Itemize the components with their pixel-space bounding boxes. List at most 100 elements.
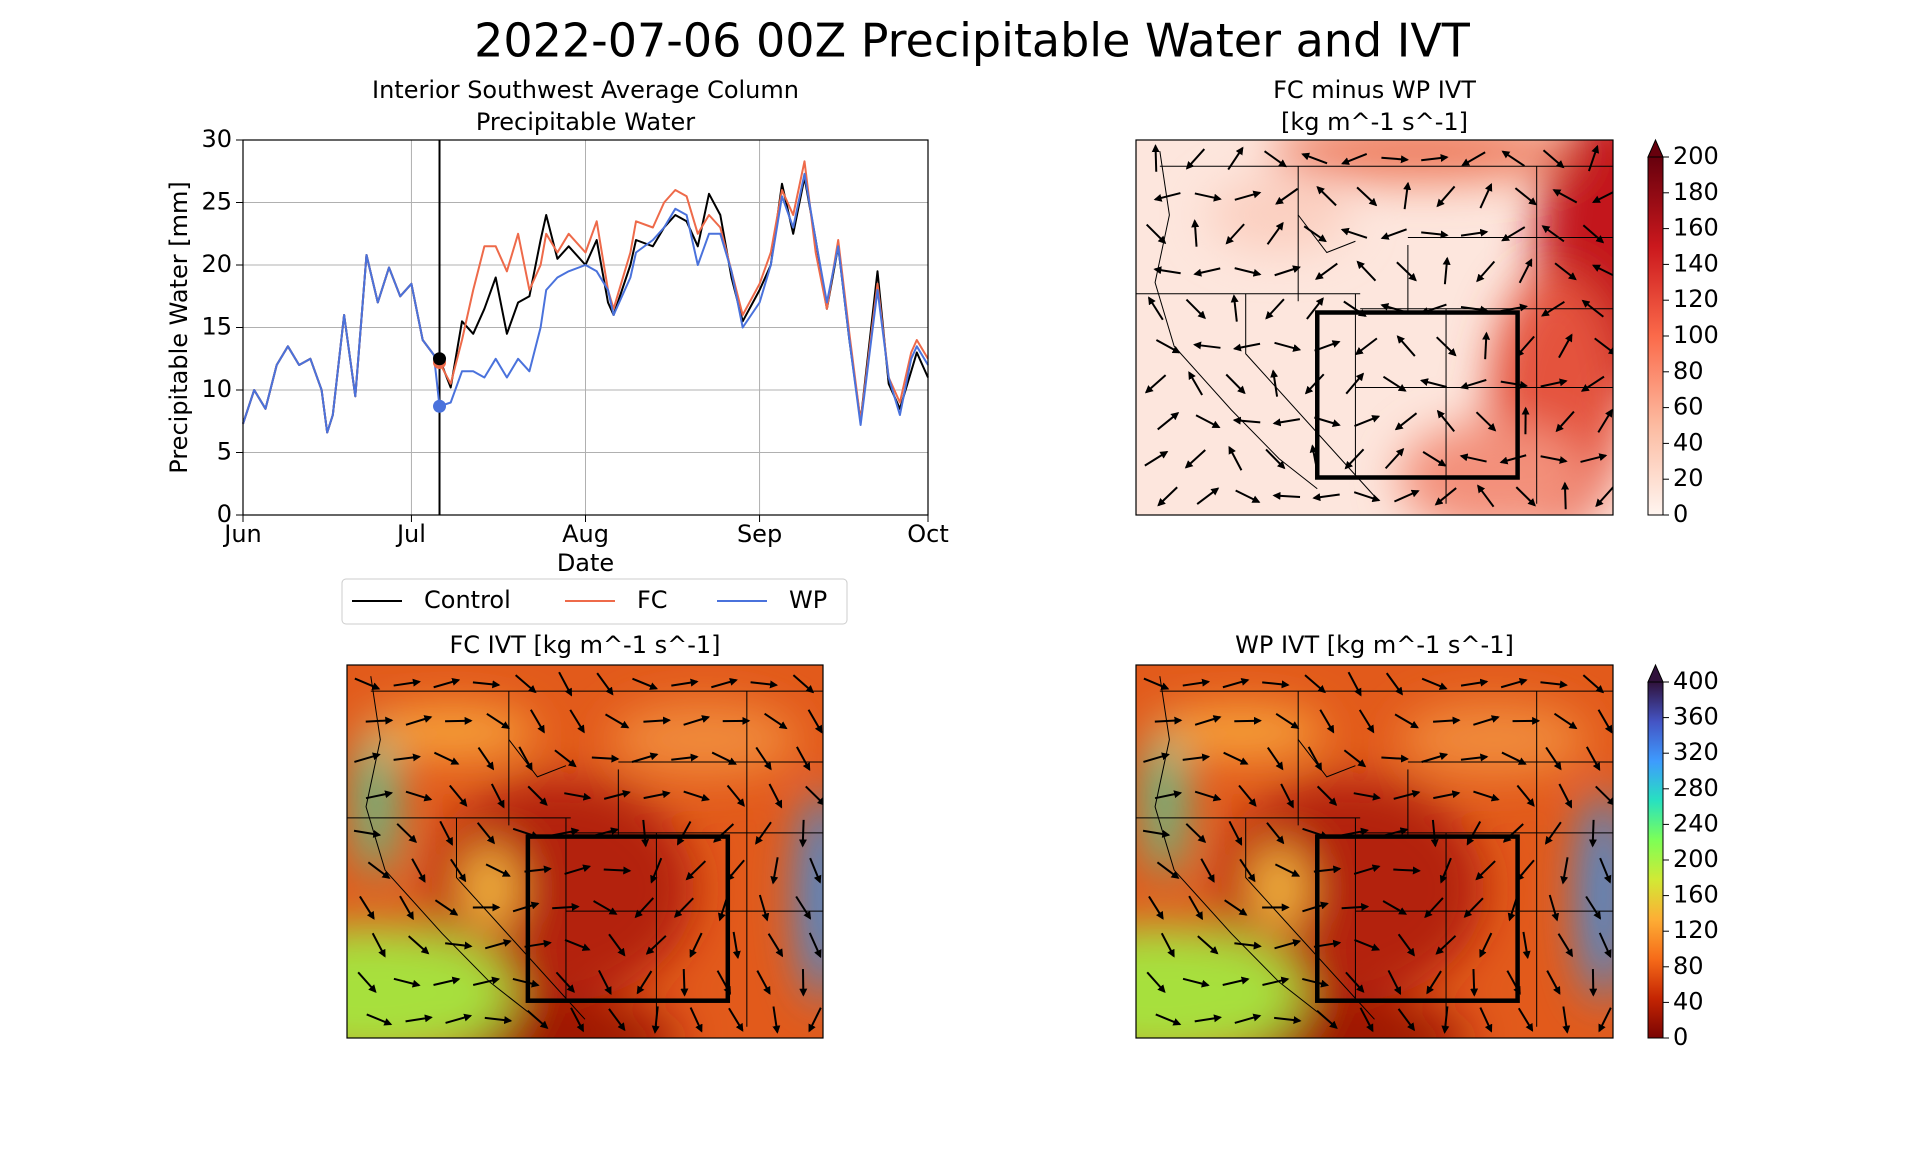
- wind-arrow: [1222, 976, 1250, 986]
- colorbar-tick-label: 120: [1673, 285, 1719, 313]
- wind-arrow: [1396, 261, 1417, 282]
- y-tick-label: 0: [217, 500, 232, 528]
- wind-arrow: [756, 970, 771, 995]
- colorbar-tick-label: 280: [1673, 774, 1719, 802]
- wind-arrow: [1182, 678, 1211, 687]
- wind-arrow: [1557, 933, 1573, 958]
- wind-arrow: [1585, 746, 1601, 772]
- wind-arrow: [1239, 858, 1256, 883]
- wind-arrow: [1274, 265, 1301, 277]
- wind-arrow: [1194, 1014, 1222, 1023]
- wind-arrow: [683, 715, 711, 726]
- wind-arrow: [1546, 970, 1561, 995]
- wind-arrow: [671, 753, 699, 762]
- wind-arrow: [1381, 155, 1409, 164]
- wind-arrow: [1191, 219, 1200, 247]
- wind-arrow: [1194, 790, 1222, 802]
- wind-arrow: [433, 677, 461, 689]
- wind-arrow: [1234, 267, 1262, 277]
- wind-arrow: [1353, 792, 1381, 801]
- colorbar-tick-label: 40: [1673, 428, 1704, 456]
- wind-arrow: [1265, 298, 1285, 320]
- wind-arrow: [1384, 447, 1405, 470]
- wind-arrow: [1473, 715, 1500, 726]
- wind-arrow: [518, 746, 533, 772]
- wind-arrow: [1460, 228, 1489, 237]
- wind-arrow: [1313, 865, 1342, 874]
- wind-arrow: [636, 970, 653, 995]
- wind-arrow: [1304, 373, 1325, 395]
- wind-arrow: [512, 827, 540, 839]
- wind-arrow: [1157, 412, 1180, 431]
- wind-arrow: [1194, 715, 1222, 726]
- wind-arrow: [796, 746, 811, 772]
- wind-arrow: [1354, 337, 1378, 356]
- wind-arrow: [1588, 819, 1597, 848]
- wind-arrow: [365, 790, 394, 800]
- wind-arrow: [1419, 378, 1447, 388]
- wind-arrow: [1262, 976, 1290, 987]
- wind-arrow: [1314, 416, 1341, 427]
- wind-arrow: [1476, 260, 1496, 283]
- wind-arrow: [1188, 895, 1203, 921]
- wind-arrow: [728, 1007, 744, 1032]
- wind-arrow: [1515, 335, 1535, 358]
- wind-arrow: [1142, 829, 1171, 838]
- y-tick-label: 10: [201, 375, 232, 403]
- wind-arrow: [1396, 335, 1416, 357]
- map-frame: [346, 664, 824, 1039]
- wind-arrow: [1307, 746, 1322, 772]
- wind-arrow: [1516, 784, 1535, 807]
- wind-arrow: [1155, 1013, 1182, 1026]
- wind-arrow: [1359, 1007, 1374, 1033]
- wind-arrow: [641, 819, 650, 848]
- wind-arrow: [399, 895, 414, 921]
- wind-arrow: [1341, 827, 1369, 837]
- wind-arrow: [1518, 258, 1533, 284]
- wind-arrow: [1185, 823, 1207, 844]
- wind-arrow: [1272, 418, 1301, 427]
- wind-arrow: [405, 1014, 433, 1023]
- wind-arrow: [643, 716, 671, 725]
- wind-arrow: [650, 857, 663, 884]
- wind-arrow: [434, 899, 459, 916]
- colorbar-tick-label: 160: [1673, 214, 1719, 242]
- wind-arrow: [1515, 486, 1536, 507]
- wind-arrow: [758, 894, 770, 922]
- wind-arrow: [1420, 303, 1447, 315]
- wind-arrow: [1560, 857, 1569, 885]
- y-tick-label: 30: [201, 125, 232, 153]
- wind-arrow: [634, 897, 655, 919]
- wind-arrow: [472, 976, 501, 987]
- wind-arrow: [527, 785, 548, 806]
- map-title: FC IVT [kg m^-1 s^-1]: [449, 631, 720, 659]
- colorbar-tick-label: 160: [1673, 881, 1719, 909]
- wind-arrow: [1475, 411, 1497, 432]
- x-tick-label: Sep: [737, 520, 782, 548]
- wind-arrow: [1394, 489, 1420, 503]
- wind-arrow: [1553, 712, 1578, 730]
- wind-arrow: [1598, 932, 1612, 959]
- wind-arrow: [1353, 864, 1381, 875]
- wind-arrow: [486, 713, 510, 729]
- wind-arrow: [1380, 228, 1407, 240]
- wind-arrow: [1540, 378, 1568, 388]
- wind-arrow: [512, 977, 540, 988]
- wind-arrow: [631, 752, 659, 763]
- y-tick-label: 20: [201, 250, 232, 278]
- wind-arrow: [798, 819, 807, 848]
- wind-arrow: [1403, 181, 1412, 210]
- wind-arrow: [1442, 256, 1451, 285]
- wind-arrow: [711, 677, 738, 689]
- wind-arrow: [683, 790, 710, 802]
- wind-arrow: [1421, 230, 1449, 239]
- wind-arrow: [1463, 897, 1484, 918]
- wind-arrow: [393, 753, 421, 762]
- colorbar-tick-label: 0: [1673, 1023, 1688, 1051]
- wind-arrow: [405, 715, 433, 726]
- wind-arrow: [1182, 753, 1211, 762]
- wind-arrow: [1597, 709, 1613, 734]
- wind-arrow: [1185, 298, 1206, 320]
- wind-arrow: [1223, 751, 1249, 765]
- wind-arrow: [433, 751, 460, 765]
